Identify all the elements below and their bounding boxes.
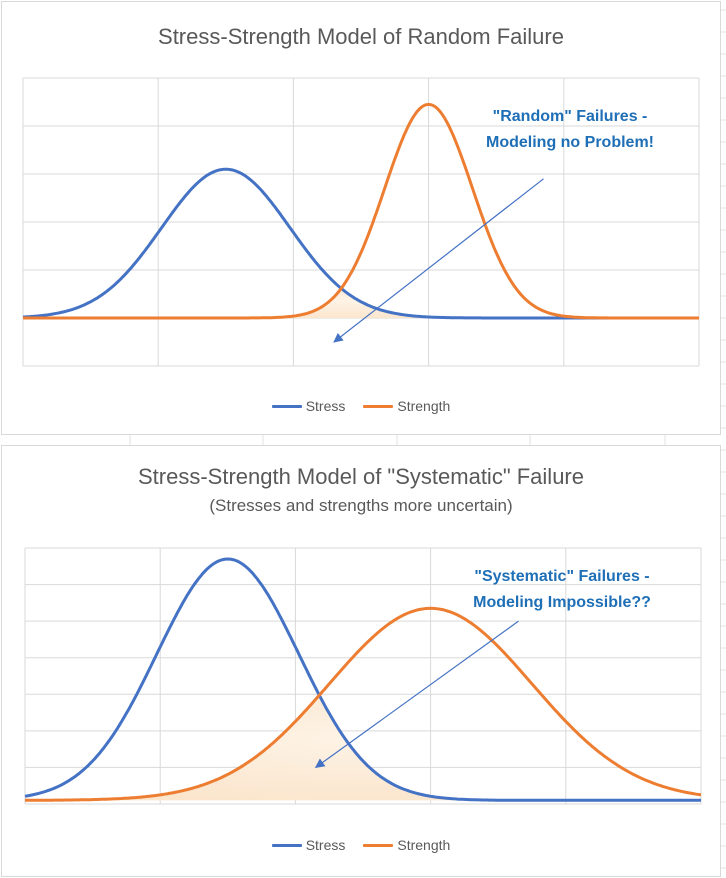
- series-line-stress: [24, 557, 701, 802]
- plot-area: [24, 547, 702, 805]
- overlap-region: [23, 289, 699, 318]
- annotation-line: "Systematic" Failures -: [474, 568, 650, 585]
- legend-swatch-strength: [363, 843, 394, 847]
- chart-title: Stress-Strength Model of Random Failure: [158, 24, 564, 49]
- annotation-line: "Random" Failures -: [492, 108, 648, 125]
- legend-item-stress: Stress: [271, 837, 346, 853]
- series-line-stress: [22, 167, 699, 320]
- annotation-line: Modeling Impossible??: [473, 594, 651, 611]
- chart-subtitle: (Stresses and strengths more uncertain): [209, 496, 513, 515]
- legend-swatch-stress: [271, 843, 302, 847]
- chart-panel-random-failure[interactable]: Stress-Strength Model of Random Failure …: [1, 1, 721, 435]
- legend-item-strength: Strength: [363, 837, 450, 853]
- annotation-text: "Systematic" Failures - Modeling Impossi…: [442, 564, 682, 616]
- annotation-arrow: [333, 178, 544, 343]
- chart-panel-systematic-failure[interactable]: Stress-Strength Model of "Systematic" Fa…: [1, 445, 721, 877]
- annotation-text: "Random" Failures - Modeling no Problem!: [450, 104, 690, 156]
- legend-item-strength: Strength: [363, 398, 450, 414]
- annotation-arrow: [314, 620, 519, 768]
- plot-area: [22, 77, 700, 367]
- legend-label: Strength: [397, 398, 451, 414]
- legend-label: Stress: [305, 837, 346, 853]
- legend-item-stress: Stress: [271, 398, 346, 414]
- legend: Stress Strength: [2, 398, 720, 414]
- legend-label: Strength: [397, 837, 451, 853]
- series-line-strength: [23, 102, 699, 320]
- annotation-line: Modeling no Problem!: [486, 134, 654, 151]
- legend-swatch-strength: [363, 404, 394, 408]
- series-line-strength: [25, 606, 702, 802]
- legend-swatch-stress: [271, 404, 302, 408]
- overlap-region: [25, 696, 701, 801]
- chart-title: Stress-Strength Model of "Systematic" Fa…: [137, 464, 584, 489]
- legend-label: Stress: [305, 398, 346, 414]
- legend: Stress Strength: [2, 837, 720, 853]
